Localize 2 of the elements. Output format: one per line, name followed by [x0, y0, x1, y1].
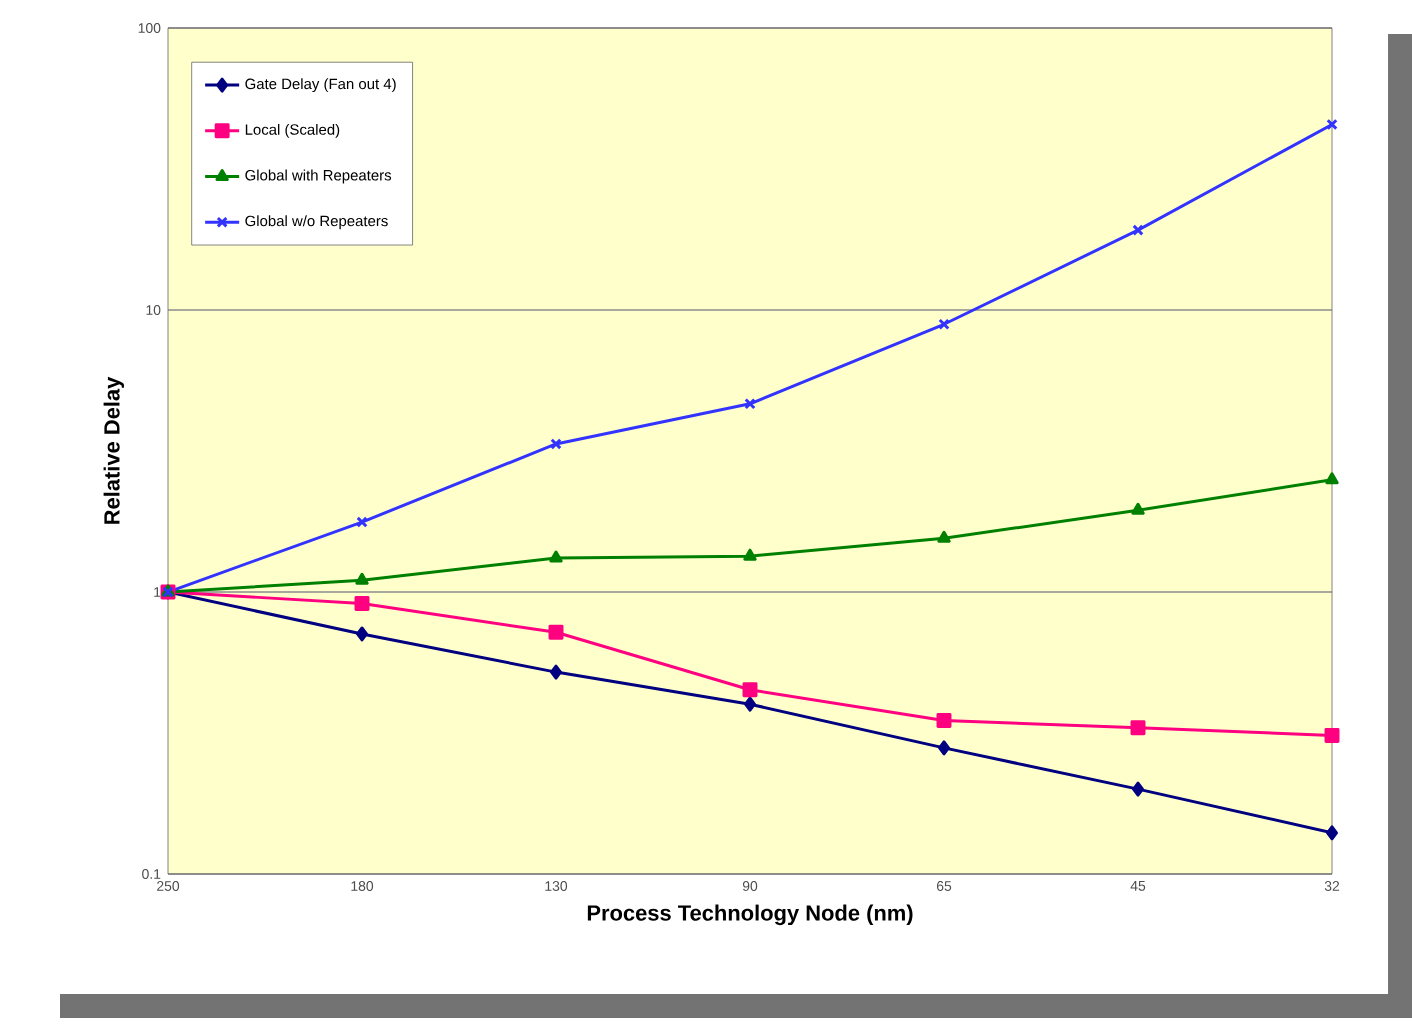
x-axis-title: Process Technology Node (nm): [587, 904, 913, 926]
y-axis-title: Relative Delay: [103, 376, 124, 524]
